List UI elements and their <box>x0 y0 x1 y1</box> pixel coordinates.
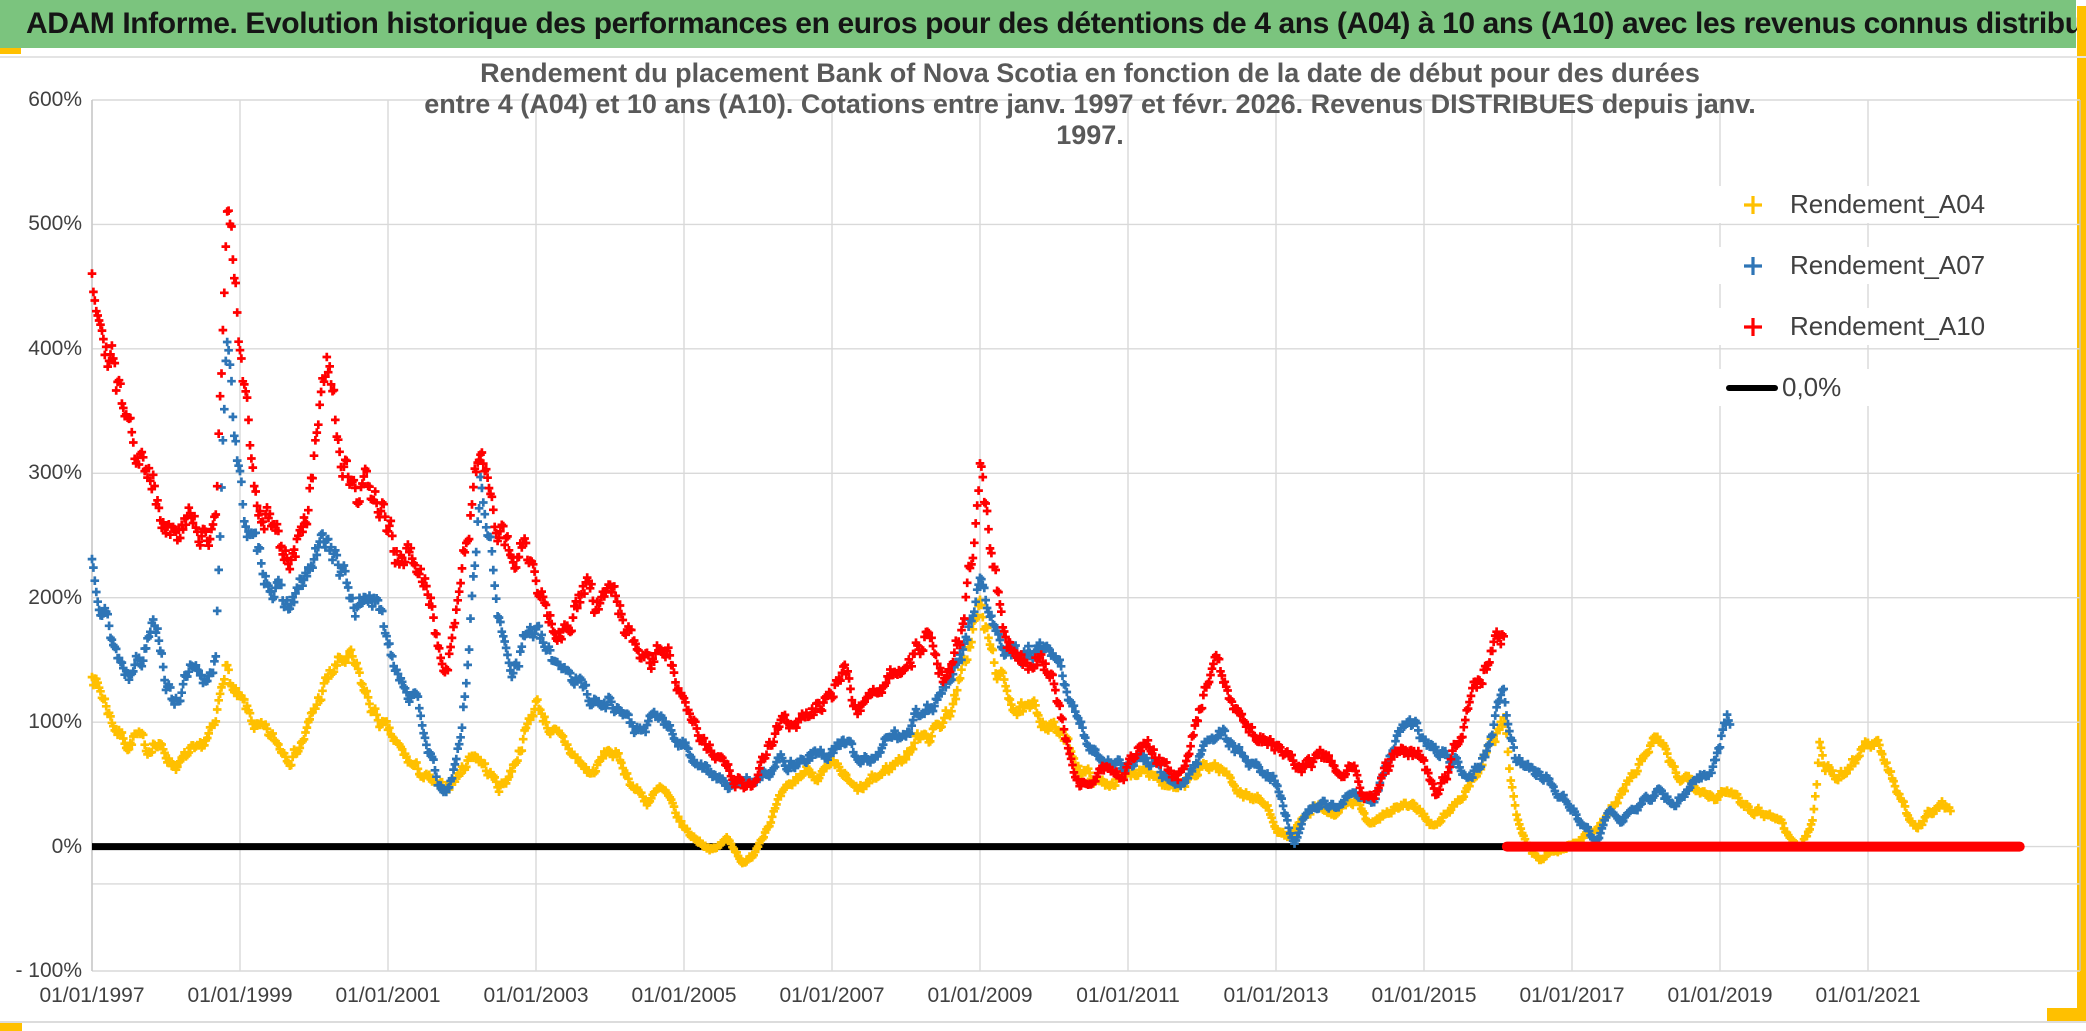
plus-marker-icon <box>1744 256 1762 275</box>
y-tick-label: 600% <box>28 87 82 111</box>
legend-item-zero-line[interactable]: 0,0% <box>1706 369 1990 406</box>
x-tick-label: 01/01/2013 <box>1223 984 1329 1007</box>
header-divider <box>0 56 2086 58</box>
x-tick-label: 01/01/2015 <box>1371 984 1477 1007</box>
legend-item-a04[interactable]: Rendement_A04 <box>1706 186 2006 223</box>
accent-bottom-left <box>0 1022 22 1031</box>
series-rendement_a10[interactable] <box>87 206 1508 804</box>
y-tick-label: - 100% <box>15 959 82 982</box>
chart-title: Rendement du placement Bank of Nova Scot… <box>400 58 1780 151</box>
legend-label: Rendement_A07 <box>1790 250 1986 280</box>
x-tick-label: 01/01/2017 <box>1519 984 1625 1007</box>
legend-item-a07[interactable]: Rendement_A07 <box>1706 247 2006 284</box>
legend-label: Rendement_A10 <box>1790 311 1986 341</box>
y-tick-label: 0% <box>51 834 82 858</box>
plus-marker-icon <box>1744 317 1762 336</box>
plus-marker-icon <box>1744 195 1762 214</box>
legend-label: Rendement_A04 <box>1790 189 1986 219</box>
legend-item-a10[interactable]: Rendement_A10 <box>1706 308 2006 345</box>
series-rendement_a07[interactable] <box>87 337 1735 848</box>
accent-right-border <box>2077 6 2086 1021</box>
x-tick-label: 01/01/1997 <box>39 984 145 1007</box>
x-tick-label: 01/01/2005 <box>631 984 737 1007</box>
y-tick-label: 200% <box>28 585 82 609</box>
y-tick-label: 100% <box>28 710 82 734</box>
x-tick-label: 01/01/2001 <box>335 984 441 1007</box>
y-tick-label: 300% <box>28 461 82 485</box>
y-tick-label: 500% <box>28 212 82 236</box>
legend-label: 0,0% <box>1782 372 1842 402</box>
accent-top-left <box>0 48 21 54</box>
header-bar: ADAM Informe. Evolution historique des p… <box>0 0 2086 48</box>
series-rendement_a04[interactable] <box>87 595 1955 868</box>
x-tick-label: 01/01/1999 <box>187 984 293 1007</box>
legend: Rendement_A04 Rendement_A07 Rendement_A1… <box>1706 186 2006 430</box>
x-tick-label: 01/01/2011 <box>1076 984 1180 1007</box>
page-title: ADAM Informe. Evolution historique des p… <box>26 7 2086 40</box>
line-marker-icon <box>1726 384 1778 391</box>
x-tick-label: 01/01/2003 <box>483 984 589 1007</box>
x-tick-label: 01/01/2007 <box>779 984 885 1007</box>
footer-divider <box>0 1021 2086 1023</box>
chart-title-line2: entre 4 (A04) et 10 ans (A10). Cotations… <box>424 89 1756 150</box>
accent-bottom-right <box>2047 1008 2077 1021</box>
y-tick-label: 400% <box>28 336 82 360</box>
x-tick-label: 01/01/2019 <box>1667 984 1773 1007</box>
x-tick-label: 01/01/2009 <box>927 984 1033 1007</box>
x-tick-label: 01/01/2021 <box>1815 984 1921 1007</box>
chart-title-line1: Rendement du placement Bank of Nova Scot… <box>480 58 1700 88</box>
